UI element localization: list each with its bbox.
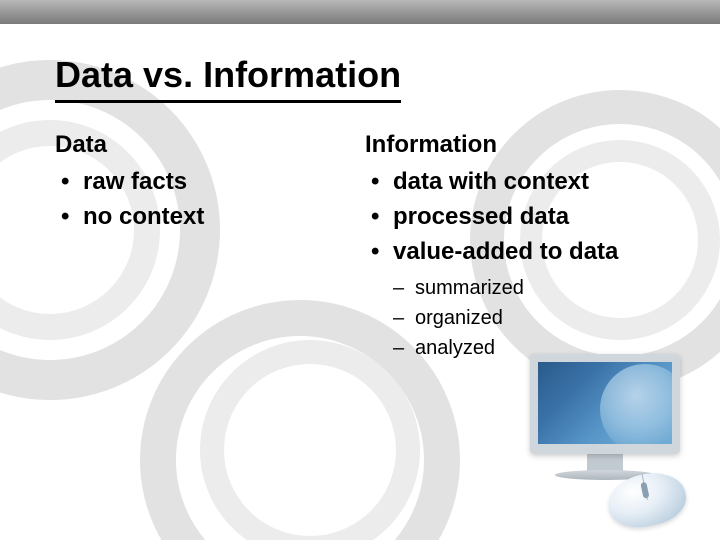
top-accent-bar: [0, 0, 720, 24]
list-item: organized: [393, 303, 670, 333]
slide-content: Data vs. Information Data raw factsno co…: [0, 24, 720, 363]
list-item: analyzed: [393, 333, 670, 363]
globe-icon: [600, 364, 680, 454]
right-bullet-list: data with contextprocessed datavalue-add…: [365, 165, 670, 269]
right-sub-bullet-list: summarizedorganizedanalyzed: [365, 273, 670, 363]
list-item: no context: [55, 200, 355, 235]
two-column-layout: Data raw factsno context Information dat…: [55, 131, 670, 363]
decor-ring: [200, 340, 420, 540]
slide-title: Data vs. Information: [55, 54, 401, 103]
right-column-heading: Information: [365, 131, 670, 159]
right-column: Information data with contextprocessed d…: [365, 131, 670, 363]
list-item: value-added to data: [365, 235, 670, 270]
list-item: processed data: [365, 200, 670, 235]
mouse-wheel: [640, 482, 649, 499]
list-item: data with context: [365, 165, 670, 200]
monitor-graphic: [530, 354, 680, 480]
left-column: Data raw factsno context: [55, 131, 355, 363]
left-bullet-list: raw factsno context: [55, 165, 355, 235]
list-item: summarized: [393, 273, 670, 303]
monitor-screen: [530, 354, 680, 454]
left-column-heading: Data: [55, 131, 355, 159]
list-item: raw facts: [55, 165, 355, 200]
